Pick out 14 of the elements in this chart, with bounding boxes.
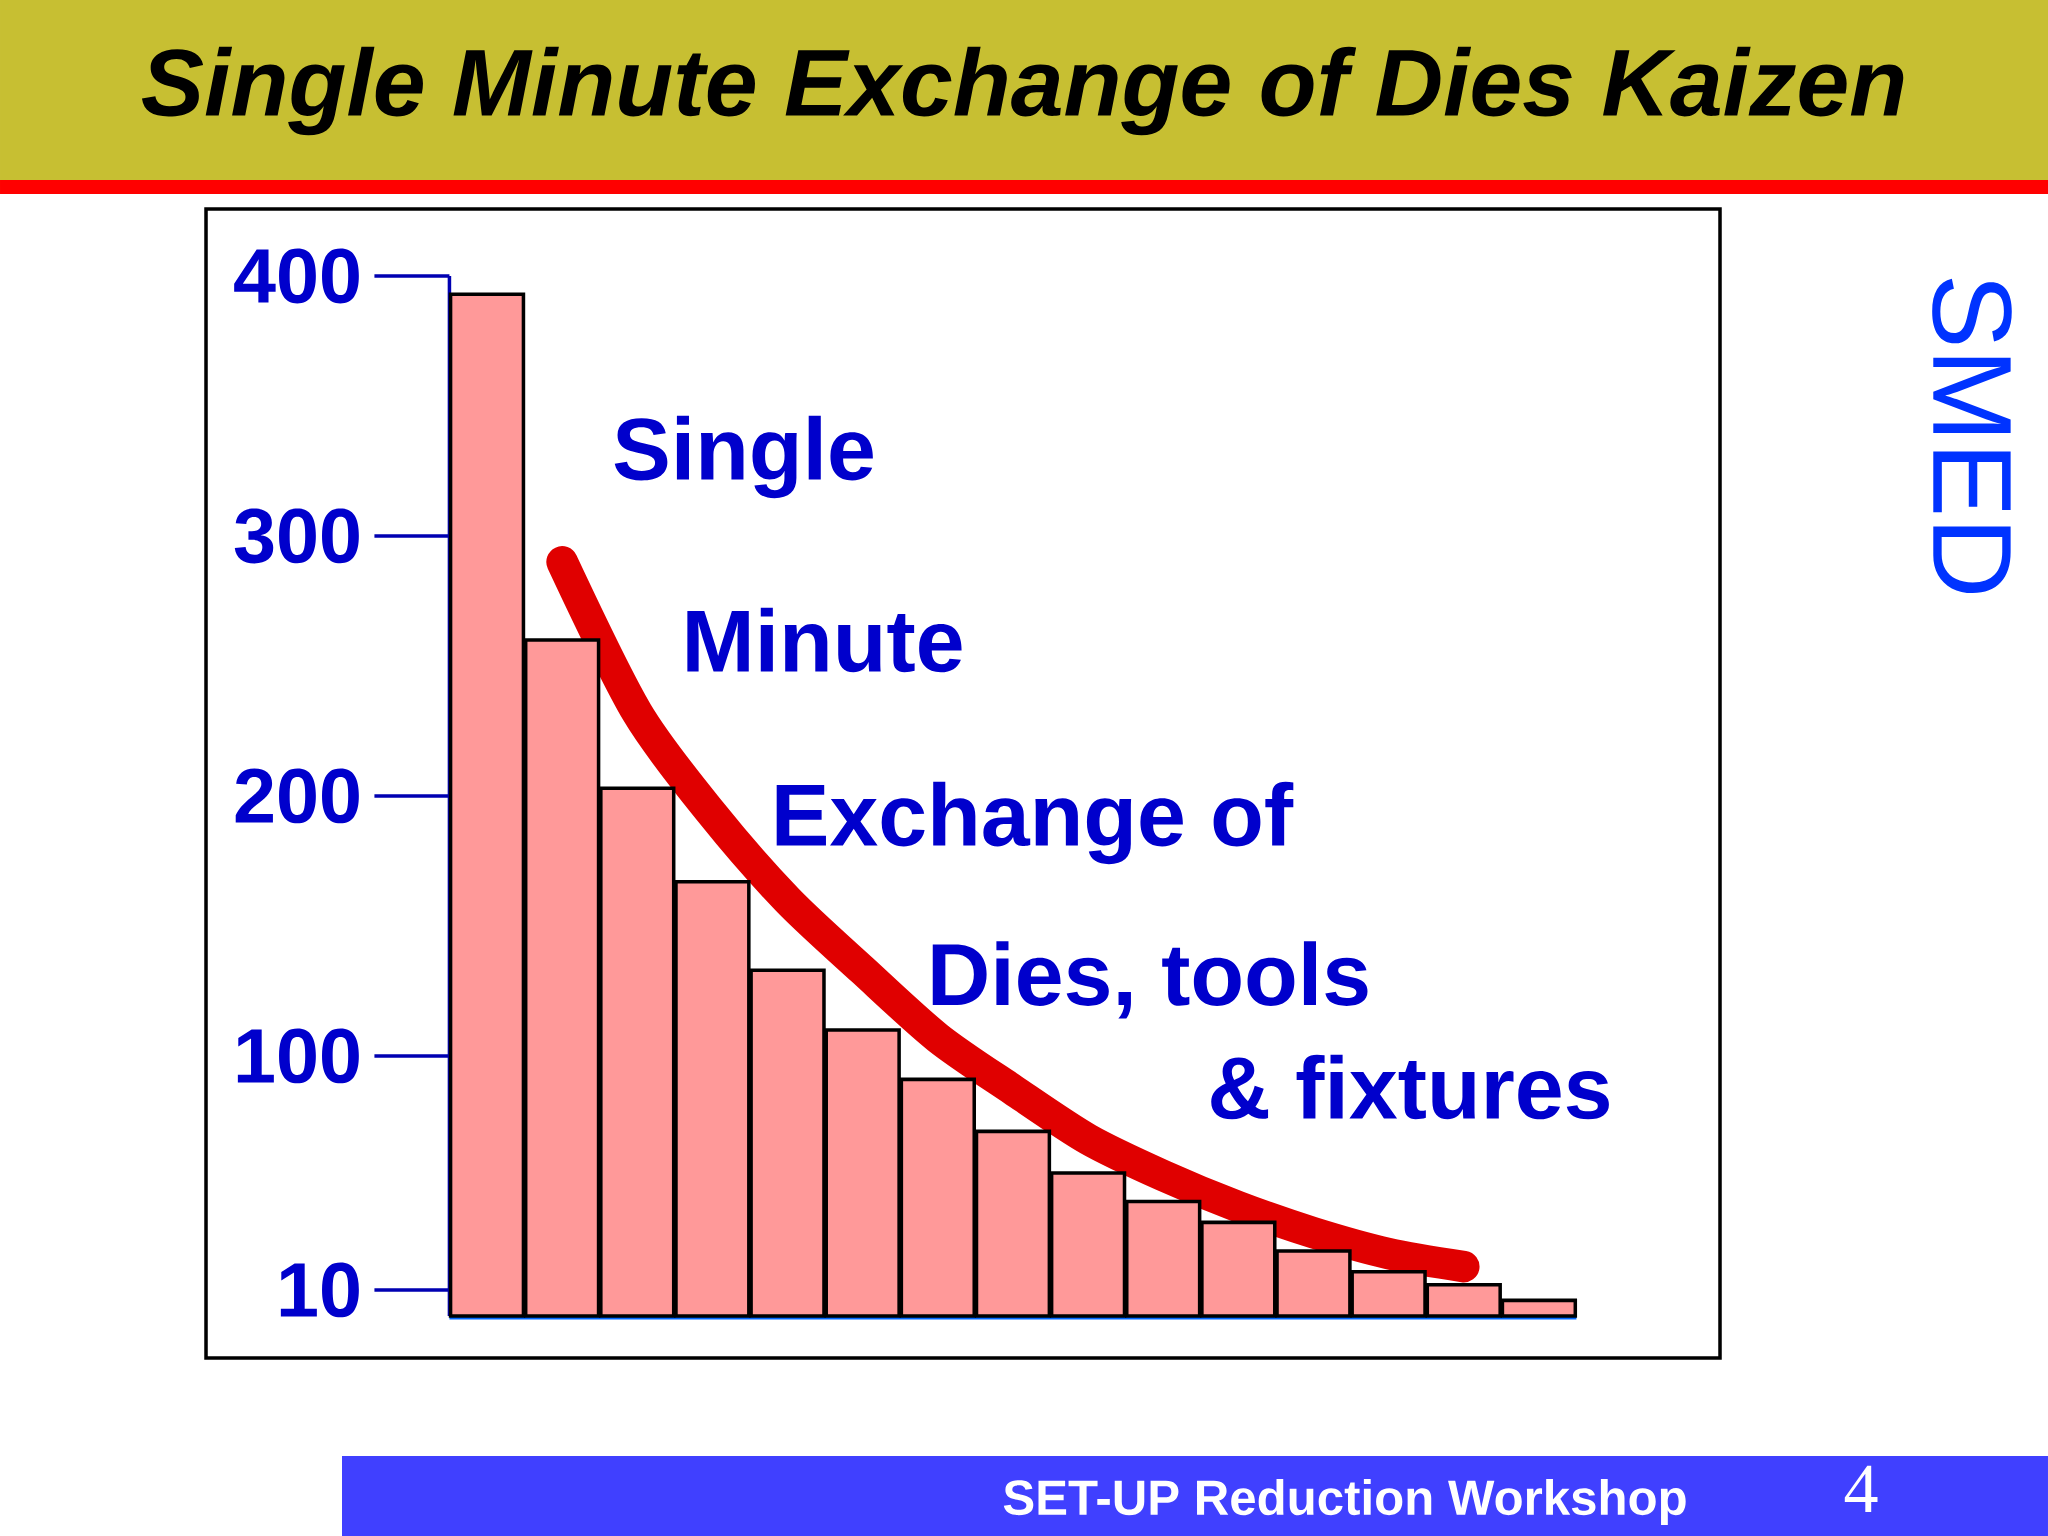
y-tick-label: 200 [235, 768, 359, 824]
y-tick-label: 300 [234, 508, 359, 564]
annotation: Minute [687, 607, 962, 673]
text: SMED [1932, 278, 2012, 594]
text: 4 [1844, 1465, 1878, 1513]
annotation: & fixtures [1211, 1054, 1609, 1120]
y-tick-label: 10 [280, 1262, 359, 1318]
y-tick-label: 400 [234, 248, 359, 304]
text: SET-UP Reduction Workshop [1003, 1479, 1686, 1525]
chart-title: Single Minute Exchange of Dies Kaizen [141, 46, 1904, 136]
y-tick-label: 100 [237, 1028, 359, 1084]
annotation: Single [614, 415, 873, 499]
annotation: Dies, tools [932, 941, 1368, 1019]
annotation: Exchange of [776, 781, 1294, 865]
